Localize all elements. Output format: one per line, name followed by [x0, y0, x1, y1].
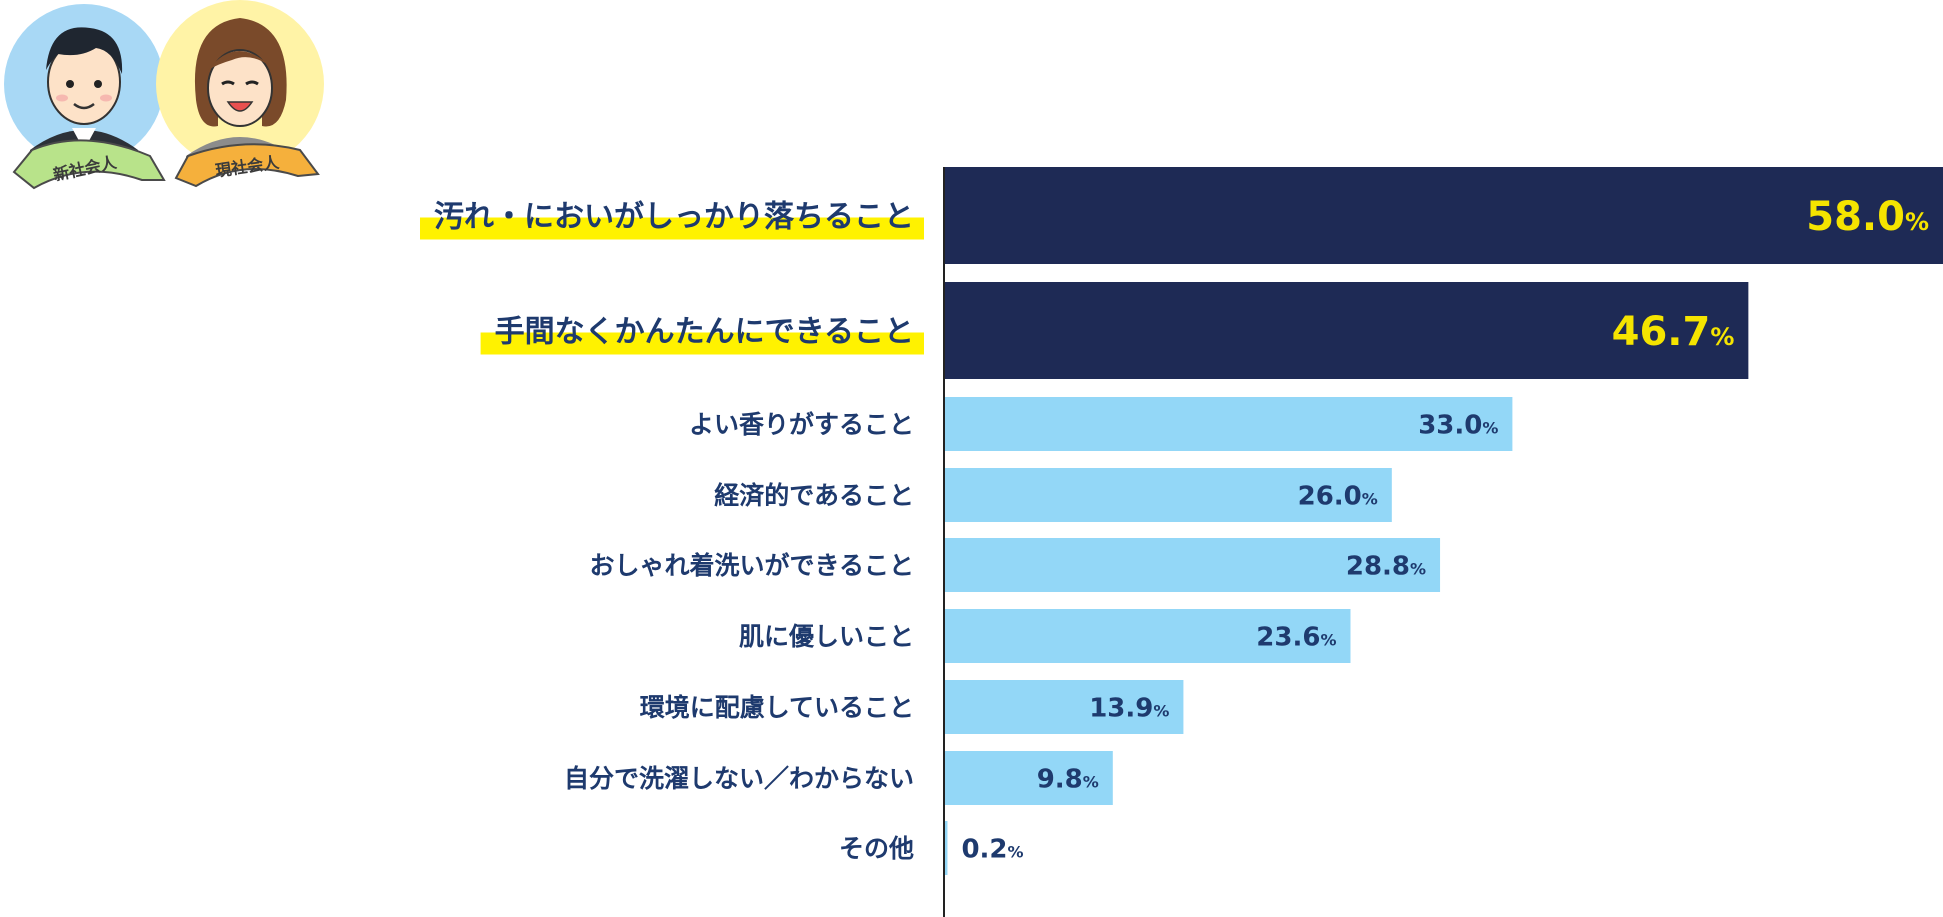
bar-7 — [944, 680, 1184, 734]
category-label-3: よい香りがすること — [689, 410, 914, 439]
bar-6 — [944, 609, 1351, 663]
new-employee-ribbon — [12, 139, 166, 190]
new-employee-badge: 新社会人 — [4, 4, 166, 190]
value-label-8: 9.8% — [1037, 764, 1099, 794]
category-label-2: 手間なくかんたんにできること — [495, 314, 914, 349]
bar-4 — [944, 468, 1392, 522]
bar-2 — [944, 282, 1749, 379]
current-employee-ribbon — [174, 143, 320, 188]
value-label-2: 46.7% — [1612, 309, 1735, 355]
category-label-1: 汚れ・においがしっかり落ちること — [434, 199, 914, 234]
value-label-6: 23.6% — [1256, 622, 1336, 652]
bar-9 — [944, 821, 948, 875]
label-highlight-2 — [480, 332, 924, 355]
current-employee-badge: 現社会人 — [156, 0, 324, 188]
respondent-badges: 新社会人 現社会人 — [4, 0, 324, 190]
label-highlight-1 — [420, 217, 924, 240]
value-label-7: 13.9% — [1089, 693, 1169, 723]
bar-3 — [944, 397, 1513, 451]
bar-8 — [944, 751, 1113, 805]
value-label-5: 28.8% — [1346, 551, 1426, 581]
value-label-4: 26.0% — [1298, 481, 1378, 511]
value-label-1: 58.0% — [1806, 194, 1929, 240]
bar-5 — [944, 538, 1441, 592]
category-labels-layer: 汚れ・においがしっかり落ちること手間なくかんたんにできることよい香りがすること経… — [420, 199, 924, 863]
category-label-8: 自分で洗濯しない／わからない — [564, 764, 914, 793]
category-label-7: 環境に配慮していること — [640, 693, 914, 722]
value-label-3: 33.0% — [1418, 410, 1498, 440]
category-label-9: その他 — [839, 834, 914, 863]
bar-1 — [944, 167, 1943, 264]
category-label-5: おしゃれ着洗いができること — [589, 551, 914, 580]
category-label-4: 経済的であること — [714, 481, 914, 510]
bars-layer — [944, 167, 1943, 875]
value-label-9: 0.2% — [961, 834, 1023, 864]
value-labels-layer: 58.0% 46.7% 33.0% 26.0% 28.8% 23.6% 13.9% 9.8% 0… — [961, 194, 1929, 864]
category-label-6: 肌に優しいこと — [739, 622, 914, 651]
